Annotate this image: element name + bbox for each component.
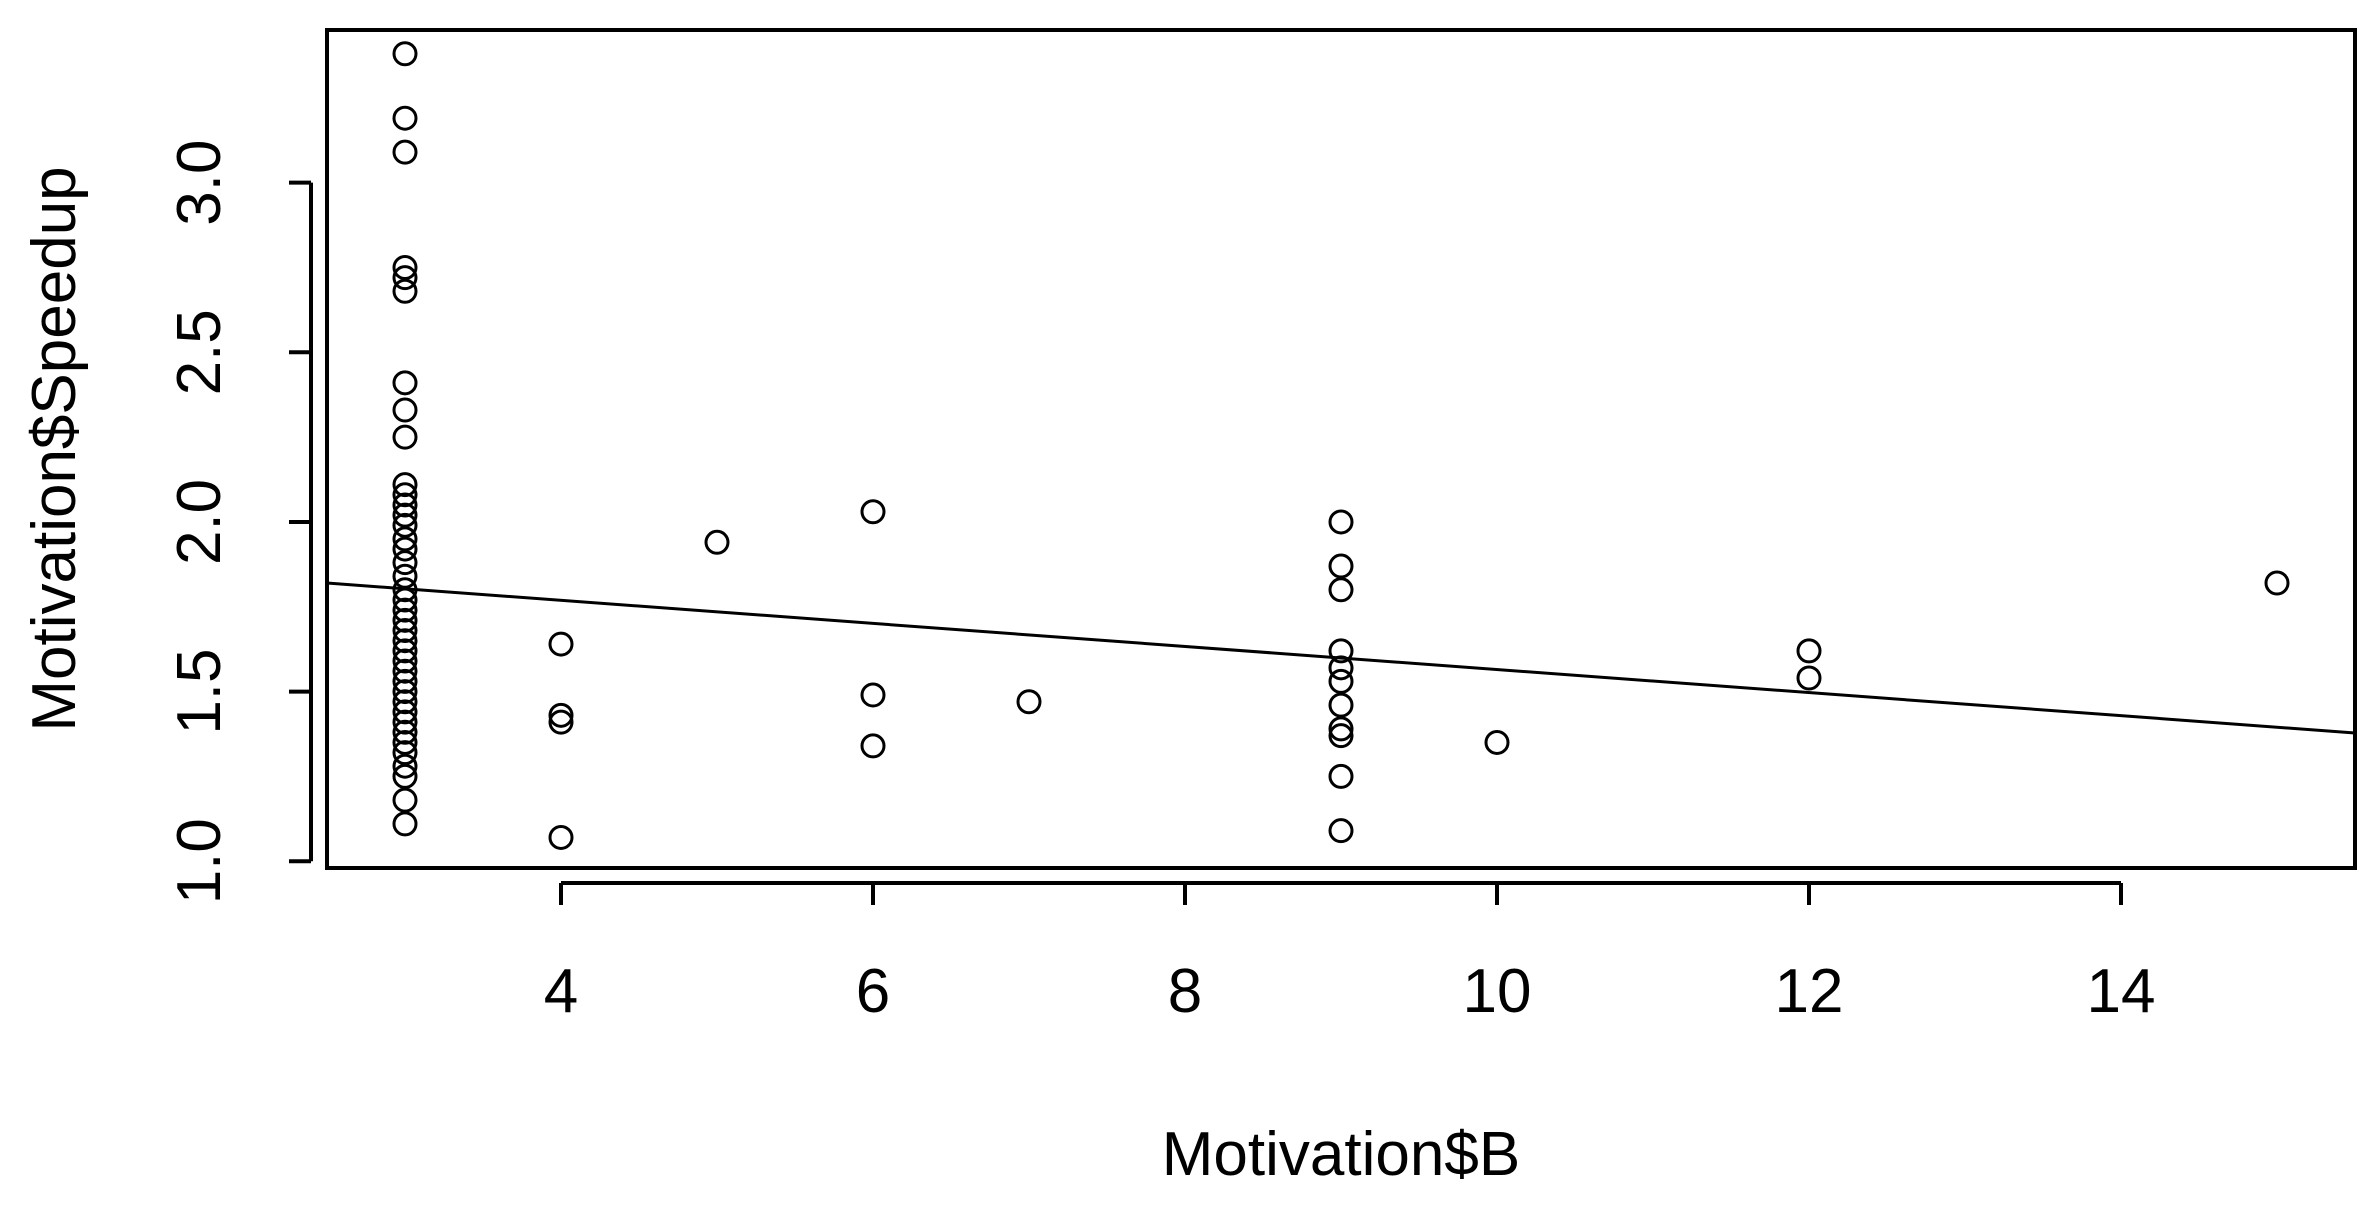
data-point bbox=[392, 424, 418, 450]
y-tick-label: 2.5 bbox=[165, 309, 234, 395]
data-point bbox=[392, 709, 418, 735]
x-tick-label: 10 bbox=[1463, 957, 1532, 1026]
data-point bbox=[392, 502, 418, 528]
data-point bbox=[1328, 692, 1354, 718]
y-tick-label: 1.5 bbox=[165, 648, 234, 734]
data-point bbox=[1796, 665, 1822, 691]
data-point bbox=[860, 733, 886, 759]
data-point bbox=[392, 811, 418, 837]
data-point bbox=[1328, 638, 1354, 664]
x-tick-label: 14 bbox=[2087, 957, 2156, 1026]
data-point bbox=[860, 682, 886, 708]
data-point bbox=[1328, 577, 1354, 603]
data-point bbox=[1016, 689, 1042, 715]
data-point bbox=[1328, 723, 1354, 749]
x-tick-label: 8 bbox=[1168, 957, 1202, 1026]
data-point bbox=[392, 105, 418, 131]
data-point bbox=[392, 679, 418, 705]
plot-frame bbox=[325, 28, 2357, 870]
x-tick-label: 6 bbox=[856, 957, 890, 1026]
y-axis-title: Motivation$Speedup bbox=[20, 166, 89, 731]
data-point bbox=[1328, 716, 1354, 742]
x-tick-label: 12 bbox=[1775, 957, 1844, 1026]
y-tick-label: 1.0 bbox=[165, 818, 234, 904]
data-point bbox=[1328, 818, 1354, 844]
data-point bbox=[392, 648, 418, 674]
data-points bbox=[392, 41, 2290, 850]
data-point bbox=[392, 536, 418, 562]
data-point bbox=[548, 702, 574, 728]
data-point bbox=[392, 719, 418, 745]
data-point bbox=[1328, 763, 1354, 789]
data-point bbox=[392, 787, 418, 813]
data-point bbox=[860, 499, 886, 525]
data-point bbox=[548, 824, 574, 850]
data-point bbox=[1796, 638, 1822, 664]
data-point bbox=[392, 689, 418, 715]
data-point bbox=[392, 265, 418, 291]
data-point bbox=[2264, 570, 2290, 596]
data-point bbox=[392, 550, 418, 576]
data-point bbox=[392, 492, 418, 518]
data-point bbox=[548, 709, 574, 735]
data-point bbox=[392, 397, 418, 423]
data-point bbox=[392, 278, 418, 304]
data-point bbox=[392, 370, 418, 396]
data-point bbox=[1328, 509, 1354, 535]
data-point bbox=[392, 563, 418, 589]
data-point bbox=[392, 526, 418, 552]
data-point bbox=[1328, 553, 1354, 579]
data-point bbox=[1328, 668, 1354, 694]
x-tick-label: 4 bbox=[544, 957, 578, 1026]
data-point bbox=[548, 631, 574, 657]
data-point bbox=[392, 699, 418, 725]
x-axis-title: Motivation$B bbox=[1162, 1120, 1520, 1189]
regression-line-group bbox=[326, 581, 2356, 735]
data-point bbox=[392, 41, 418, 67]
data-point bbox=[392, 482, 418, 508]
data-point bbox=[704, 529, 730, 555]
data-point bbox=[392, 763, 418, 789]
y-tick-label: 2.0 bbox=[165, 479, 234, 565]
data-point bbox=[392, 512, 418, 538]
y-tick-label: 3.0 bbox=[165, 140, 234, 226]
data-point bbox=[392, 753, 418, 779]
data-point bbox=[392, 638, 418, 664]
data-point bbox=[392, 628, 418, 654]
x-axis: 4 6 8 10 12 14 bbox=[544, 881, 2156, 1026]
data-point bbox=[392, 658, 418, 684]
y-axis: 1.0 1.5 2.0 2.5 3.0 bbox=[165, 140, 313, 904]
data-point bbox=[392, 472, 418, 498]
data-point bbox=[392, 254, 418, 280]
data-point bbox=[392, 668, 418, 694]
data-point bbox=[392, 740, 418, 766]
regression-line bbox=[326, 581, 2356, 735]
data-point bbox=[392, 607, 418, 633]
data-point bbox=[392, 597, 418, 623]
data-point bbox=[392, 618, 418, 644]
data-point bbox=[1484, 729, 1510, 755]
data-point bbox=[392, 729, 418, 755]
data-point bbox=[392, 139, 418, 165]
